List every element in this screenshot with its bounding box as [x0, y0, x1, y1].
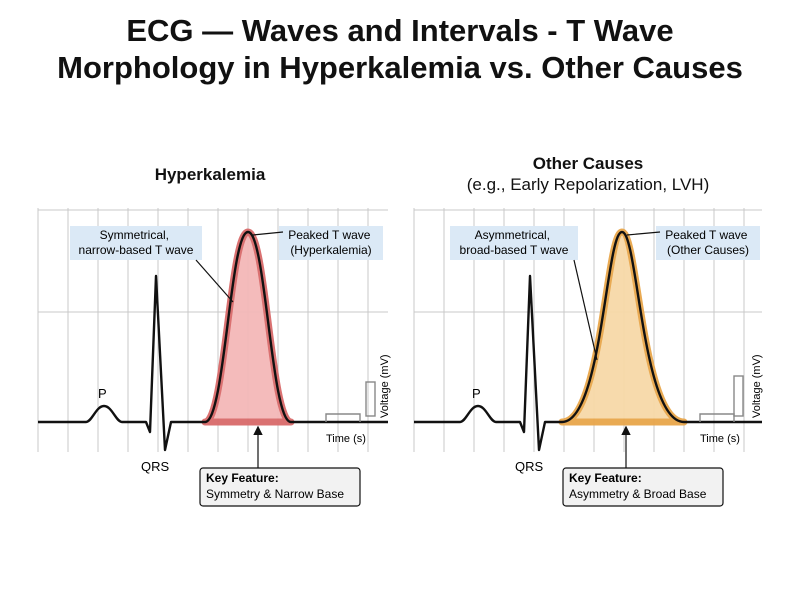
right-voltage-label: Voltage (mV)	[751, 354, 763, 418]
left-ecg-panel: Voltage (mV) Time (s) P QRS Symmetrical,…	[37, 208, 391, 507]
right-panel-heading-text: Other Causes	[532, 154, 644, 173]
right-ecg-panel: Voltage (mV) Time (s) P QRS Asymmetrical…	[413, 208, 763, 507]
right-callout-asymmetry-bg	[450, 226, 578, 260]
left-voltage-calibration-box	[365, 381, 376, 417]
left-callout-peaked-line-2: (Hyperkalemia)	[290, 243, 371, 257]
left-callout-peaked-pointer	[252, 231, 284, 236]
right-time-label: Time (s)	[700, 433, 740, 445]
left-qrs-label: QRS	[141, 459, 170, 474]
right-time-calibration-mark	[699, 413, 735, 422]
right-p-label: P	[472, 386, 481, 401]
left-key-feature-text: Symmetry & Narrow Base	[206, 487, 344, 501]
left-callout-symmetry: Symmetrical, narrow-based T wave	[79, 228, 194, 257]
left-grid	[37, 208, 388, 452]
left-voltage-label: Voltage (mV)	[379, 354, 391, 418]
right-callout-peaked: Peaked T wave (Other Causes)	[665, 228, 751, 257]
left-key-feature-box	[199, 467, 361, 507]
right-callout-asymmetry-pointer	[573, 259, 598, 361]
right-callout-peaked-pointer	[626, 231, 661, 236]
left-key-feature-title: Key Feature:	[206, 471, 279, 485]
right-callout-peaked-bg	[656, 226, 760, 260]
right-key-feature-title: Key Feature:	[569, 471, 642, 485]
right-callout-peaked-line-2: (Other Causes)	[667, 243, 749, 257]
title-line-2: Morphology in Hyperkalemia vs. Other Cau…	[57, 50, 743, 85]
right-panel-subheading: (e.g., Early Repolarization, LVH)	[466, 175, 710, 194]
left-p-label: P	[98, 386, 107, 401]
diagram-title: ECG — Waves and Intervals - T Wave Morph…	[0, 12, 800, 86]
left-time-calibration-mark	[325, 413, 361, 422]
right-qrs-label: QRS	[515, 459, 544, 474]
title-line-1: ECG — Waves and Intervals - T Wave	[126, 13, 674, 48]
left-panel-heading: Hyperkalemia	[20, 164, 400, 185]
left-callout-symmetry-line-1: Symmetrical,	[100, 228, 169, 242]
right-callout-asymmetry: Asymmetrical, broad-based T wave	[460, 228, 569, 257]
right-callout-peaked-line-1: Peaked T wave	[665, 228, 748, 242]
left-callout-symmetry-line-2: narrow-based T wave	[79, 243, 194, 257]
left-ecg-trace	[38, 230, 388, 452]
right-key-feature-box	[562, 467, 724, 507]
right-voltage-calibration-box	[733, 375, 744, 417]
left-callout-symmetry-bg	[70, 226, 202, 260]
left-callout-symmetry-pointer	[195, 259, 234, 303]
left-callout-peaked-line-1: Peaked T wave	[288, 228, 371, 242]
right-ecg-trace	[414, 230, 762, 452]
right-key-feature-text: Asymmetry & Broad Base	[569, 487, 707, 501]
right-callout-asymmetry-line-1: Asymmetrical,	[475, 228, 550, 242]
right-t-wave-fill	[558, 228, 688, 426]
left-callout-peaked: Peaked T wave (Hyperkalemia)	[288, 228, 374, 257]
right-panel-heading: Other Causes (e.g., Early Repolarization…	[398, 153, 778, 195]
left-panel-heading-text: Hyperkalemia	[154, 165, 266, 184]
right-callout-asymmetry-line-2: broad-based T wave	[460, 243, 569, 257]
left-time-label: Time (s)	[326, 433, 366, 445]
left-callout-peaked-bg	[279, 226, 383, 260]
